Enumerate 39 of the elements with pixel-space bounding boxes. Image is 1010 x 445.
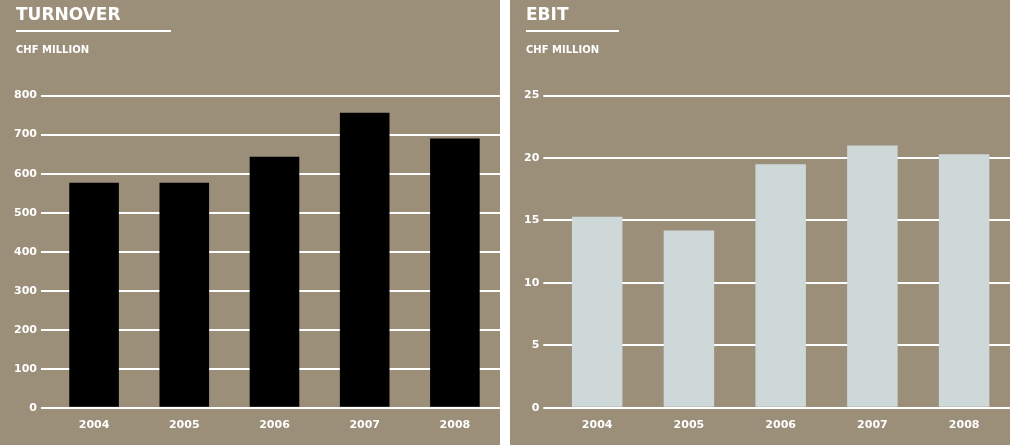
bar	[159, 182, 210, 407]
bar	[938, 154, 990, 407]
bar	[847, 145, 898, 407]
y-tick-label: 400	[13, 244, 38, 258]
bar	[249, 156, 300, 407]
y-tick-label: 25	[524, 88, 540, 102]
y-tick-label: 0	[29, 400, 38, 414]
y-tick-label: 0	[531, 400, 540, 414]
chart-subtitle: CHF MILLION	[526, 44, 600, 55]
x-tick-label: 2004	[78, 418, 110, 432]
y-tick-label: 200	[13, 322, 38, 336]
y-tick-label: 15	[524, 213, 540, 227]
x-tick-label: 2005	[673, 418, 705, 432]
bar	[69, 182, 119, 407]
x-tick-label: 2006	[765, 418, 797, 432]
bar	[339, 112, 390, 407]
chart-title: EBIT	[526, 4, 619, 32]
bar	[755, 164, 806, 407]
x-tick-label: 2007	[349, 418, 380, 432]
bar	[663, 230, 715, 407]
x-tick-label: 2008	[948, 418, 980, 432]
y-tick-label: 10	[524, 275, 540, 289]
y-tick-label: 800	[13, 88, 38, 102]
chart-subtitle: CHF MILLION	[16, 44, 90, 55]
y-tick-label: 600	[13, 166, 38, 180]
bar	[430, 138, 480, 407]
y-tick-label: 20	[524, 150, 540, 164]
y-tick-label: 100	[13, 361, 38, 375]
x-tick-label: 2005	[168, 418, 200, 432]
x-tick-label: 2004	[581, 418, 613, 432]
chart-title: TURNOVER	[16, 4, 171, 32]
y-tick-label: 5	[531, 338, 540, 352]
y-tick-label: 500	[13, 205, 38, 219]
x-tick-label: 2007	[857, 418, 888, 432]
y-tick-label: 700	[13, 127, 38, 141]
x-tick-label: 2006	[259, 418, 291, 432]
y-tick-label: 300	[13, 283, 38, 297]
bar	[571, 216, 623, 407]
x-tick-label: 2008	[439, 418, 471, 432]
